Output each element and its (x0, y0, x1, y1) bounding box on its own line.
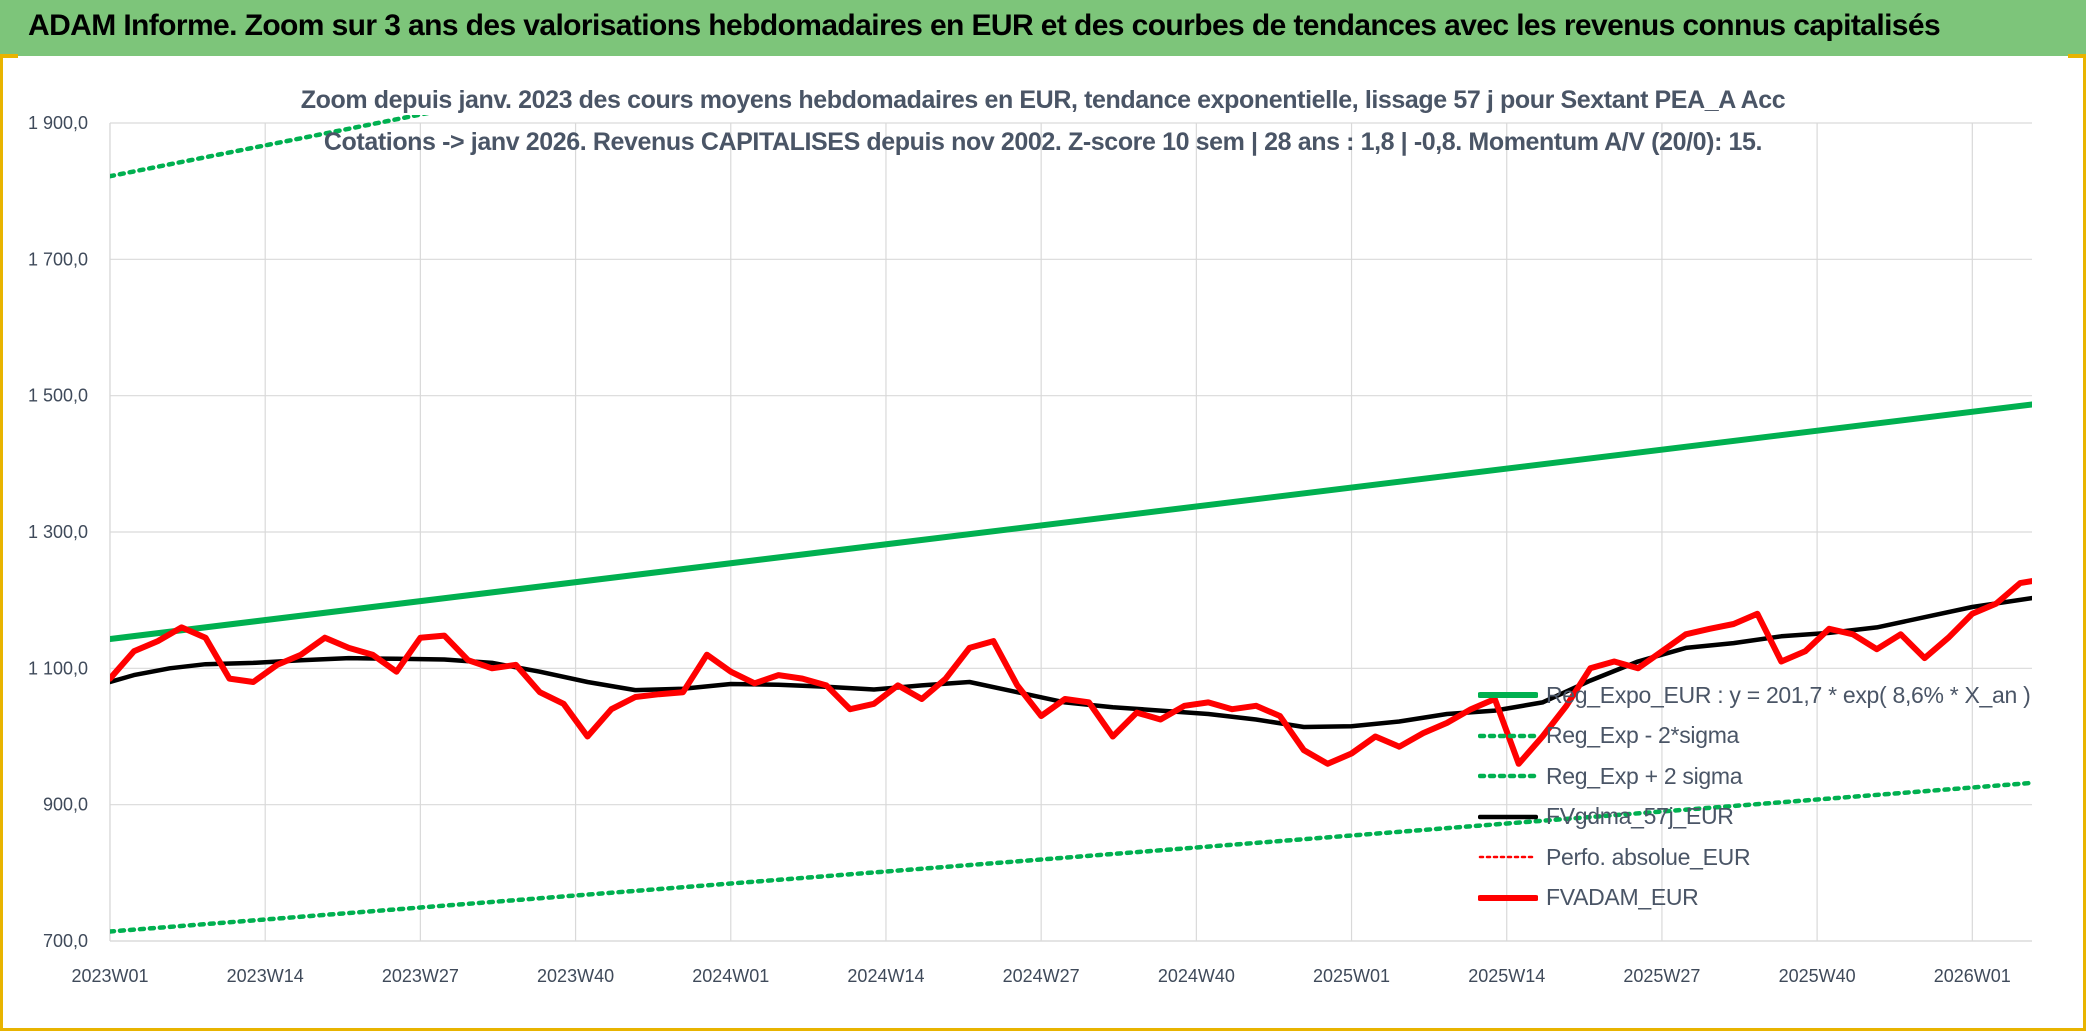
legend-swatch (1478, 856, 1538, 859)
legend-item: Reg_Exp - 2*sigma (1478, 716, 2038, 757)
x-tick-label: 2025W27 (1623, 966, 1700, 986)
frame-corner-right (2068, 54, 2086, 58)
chart-legend: Reg_Expo_EUR : y = 201,7 * exp( 8,6% * X… (1478, 675, 2038, 918)
x-tick-label: 2025W14 (1468, 966, 1545, 986)
x-tick-label: 2024W27 (1003, 966, 1080, 986)
legend-label: Perfo. absolue_EUR (1546, 843, 1751, 870)
legend-label: Reg_Exp - 2*sigma (1546, 722, 1740, 749)
series-line-reg-exp-2-sigma (110, 780, 2032, 934)
legend-item: FVgdma_57j_EUR (1478, 797, 2038, 838)
y-tick-label: 700,0 (43, 931, 88, 951)
legend-item: Perfo. absolue_EUR (1478, 837, 2038, 878)
y-tick-label: 1 500,0 (28, 386, 88, 406)
axis-layer: 700,0 900,0 1 100,0 1 300,0 1 500,0 1 700,0 1 … (28, 113, 2011, 986)
legend-swatch (1478, 692, 1538, 699)
series-line-reg-expo-eur-y-201-7-exp-8-6-x-an (110, 401, 2032, 642)
grid-layer (109, 122, 2032, 942)
frame-corner-left (0, 54, 18, 58)
y-tick-label: 1 300,0 (28, 522, 88, 542)
legend-item: Reg_Expo_EUR : y = 201,7 * exp( 8,6% * X… (1478, 675, 2038, 716)
legend-item: Reg_Exp + 2 sigma (1478, 756, 2038, 797)
x-tick-label: 2023W14 (227, 966, 304, 986)
legend-swatch (1478, 814, 1538, 819)
x-tick-label: 2024W14 (847, 966, 924, 986)
chart-title: Zoom depuis janv. 2023 des cours moyens … (300, 86, 1786, 114)
x-tick-label: 2025W40 (1779, 966, 1856, 986)
legend-swatch (1478, 733, 1538, 738)
x-tick-label: 2023W40 (537, 966, 614, 986)
series-layer (110, 115, 2032, 934)
y-tick-label: 1 700,0 (28, 249, 88, 269)
legend-swatch (1478, 774, 1538, 779)
series-line-fvgdma-57j-eur (110, 595, 2032, 730)
x-tick-label: 2024W40 (1158, 966, 1235, 986)
legend-swatch (1478, 894, 1538, 901)
y-tick-label: 900,0 (43, 795, 88, 815)
report-title: ADAM Informe. Zoom sur 3 ans des valoris… (28, 9, 1941, 42)
chart-subtitle: Cotations -> janv 2026. Revenus CAPITALI… (323, 128, 1763, 156)
x-tick-label: 2025W01 (1313, 966, 1390, 986)
x-tick-label: 2023W01 (71, 966, 148, 986)
x-tick-label: 2023W27 (382, 966, 459, 986)
series-line-fvadam-eur (110, 578, 2032, 767)
legend-label: FVgdma_57j_EUR (1546, 803, 1734, 830)
legend-label: Reg_Expo_EUR : y = 201,7 * exp( 8,6% * X… (1546, 681, 2031, 708)
legend-label: Reg_Exp + 2 sigma (1546, 762, 1743, 789)
y-tick-label: 1 900,0 (28, 113, 88, 133)
y-tick-label: 1 100,0 (28, 658, 88, 678)
x-tick-label: 2026W01 (1934, 966, 2011, 986)
report-banner: ADAM Informe. Zoom sur 3 ans des valoris… (0, 0, 2086, 56)
x-tick-label: 2024W01 (692, 966, 769, 986)
legend-label: FVADAM_EUR (1546, 884, 1699, 911)
legend-item: FVADAM_EUR (1478, 878, 2038, 919)
chart-frame (0, 56, 2086, 1031)
